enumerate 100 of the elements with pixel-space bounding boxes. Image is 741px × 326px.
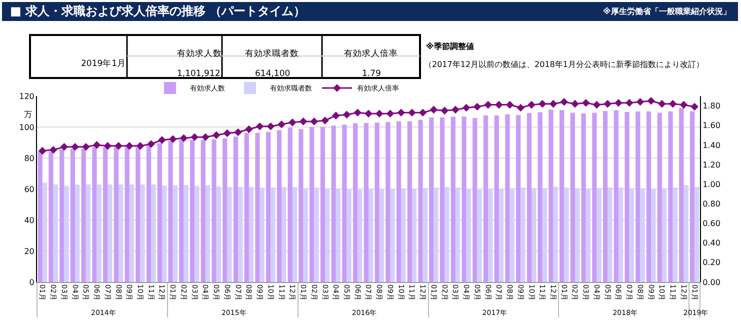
bar: [336, 189, 341, 282]
bar: [407, 121, 412, 282]
bar: [42, 182, 48, 282]
text: 有効求職者数: [245, 48, 299, 59]
y2-tick-label: 1.40: [702, 140, 720, 150]
bar: [194, 186, 200, 282]
bar: [374, 122, 380, 282]
bar: [629, 188, 634, 282]
text: 1,101,912: [177, 69, 220, 79]
bar: [618, 187, 624, 282]
y-tick-label: 80: [24, 154, 34, 163]
bar: [96, 184, 102, 282]
y2-tick-label: 0.00: [702, 278, 720, 287]
bar: [483, 115, 488, 282]
bar: [353, 123, 358, 282]
y2-tick-label: 0.20: [702, 258, 720, 268]
bar: [151, 184, 156, 282]
y2-tick-label: 1.80: [702, 102, 720, 111]
bar: [386, 122, 390, 282]
bar: [450, 116, 456, 282]
y2-tick-label: 0.80: [702, 199, 720, 208]
bar: [255, 132, 260, 282]
text: ※季節調整値: [426, 42, 474, 51]
text: 有効求人倍率: [344, 48, 398, 59]
bar: [624, 112, 630, 282]
bar: [216, 186, 221, 282]
bar: [462, 116, 466, 282]
y-tick-label: 40: [24, 216, 34, 225]
bar: [276, 130, 282, 282]
bar: [498, 189, 504, 282]
bar: [422, 188, 428, 282]
text: 2019年1月: [81, 58, 126, 69]
bar: [586, 189, 590, 282]
bar: [434, 187, 438, 282]
bar: [379, 189, 384, 282]
bar: [429, 117, 434, 282]
bar: [440, 117, 445, 282]
y-tick-label: 120: [19, 92, 34, 101]
bar: [184, 184, 188, 282]
bar: [684, 184, 688, 282]
bar: [282, 186, 286, 282]
bar: [325, 188, 330, 282]
bar: [248, 186, 254, 282]
bar: [368, 189, 374, 282]
bar: [303, 188, 308, 282]
bar: [298, 129, 304, 282]
bar: [603, 111, 608, 282]
bar: [118, 184, 124, 282]
bar: [542, 188, 548, 282]
y-tick-label: 100: [19, 122, 34, 132]
bar: [510, 188, 514, 282]
bar: [640, 188, 645, 282]
bar: [310, 127, 314, 282]
bar: [364, 122, 368, 282]
bar: [358, 190, 362, 282]
bar: [526, 113, 532, 282]
bar: [516, 115, 521, 282]
bar: [108, 184, 112, 282]
bar: [331, 126, 336, 282]
bar: [75, 184, 80, 282]
y-axis-title: 万: [24, 110, 32, 119]
bar: [651, 189, 656, 282]
bar: [553, 186, 558, 282]
bar: [575, 188, 580, 282]
bar: [172, 185, 178, 282]
bar: [314, 187, 319, 282]
bar: [140, 184, 145, 282]
y-tick-label: 60: [24, 184, 34, 194]
bar: [238, 186, 243, 282]
bar: [401, 189, 406, 282]
text: 有効求人数: [177, 48, 222, 59]
bar: [548, 110, 554, 282]
bar: [636, 111, 640, 282]
bar: [53, 184, 58, 282]
text: （2017年12月以前の数値は、2018年1月分公表時に新季節指数により改訂）: [424, 60, 704, 69]
bar: [532, 188, 536, 282]
bar: [646, 111, 652, 282]
bar: [494, 115, 499, 282]
bar: [662, 188, 667, 282]
bar: [418, 120, 423, 282]
bar: [455, 188, 460, 282]
bar: [614, 110, 618, 282]
text: 1.79: [362, 69, 381, 79]
bar: [592, 112, 597, 282]
bar: [564, 188, 569, 282]
bar: [444, 186, 450, 282]
y2-tick-label: 1.20: [702, 160, 720, 170]
bar: [320, 127, 326, 282]
bar: [477, 190, 482, 282]
bar: [466, 188, 471, 282]
bar: [270, 187, 276, 282]
y-tick-label: 0: [29, 278, 34, 287]
bar: [657, 112, 662, 282]
bar: [596, 188, 602, 282]
bar: [538, 112, 542, 282]
text: 614,100: [255, 69, 290, 79]
bar: [581, 113, 586, 282]
bar: [342, 124, 347, 282]
bar: [520, 187, 526, 282]
bar: [672, 187, 678, 282]
